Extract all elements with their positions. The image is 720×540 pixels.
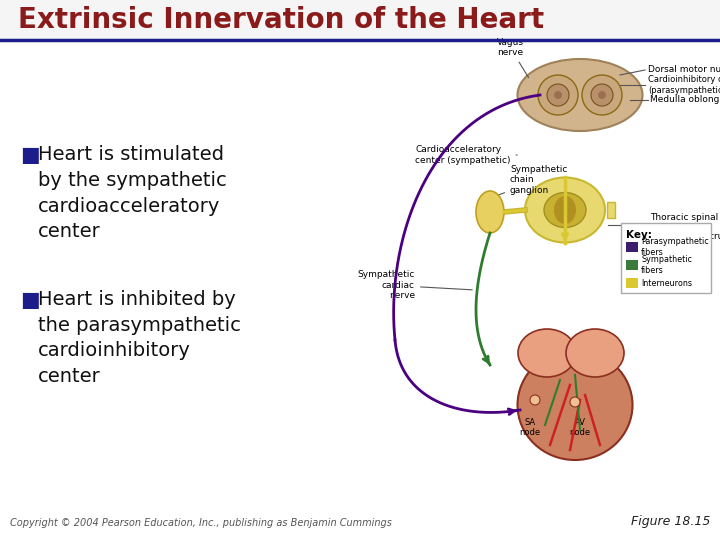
Circle shape bbox=[598, 91, 606, 99]
Bar bbox=[626, 242, 638, 252]
Text: Thoracic spinal cord: Thoracic spinal cord bbox=[650, 213, 720, 222]
Circle shape bbox=[547, 84, 569, 106]
Text: Key:: Key: bbox=[626, 230, 652, 240]
Circle shape bbox=[570, 397, 580, 407]
Text: SA
node: SA node bbox=[519, 418, 541, 437]
Text: Cardioinhibitory center
(parasympathetic): Cardioinhibitory center (parasympathetic… bbox=[648, 75, 720, 94]
Text: ■: ■ bbox=[20, 290, 40, 310]
Text: Parasympathetic
fibers: Parasympathetic fibers bbox=[641, 237, 708, 256]
Text: ■: ■ bbox=[20, 145, 40, 165]
Ellipse shape bbox=[554, 196, 576, 224]
Text: Copyright © 2004 Pearson Education, Inc., publishing as Benjamin Cummings: Copyright © 2004 Pearson Education, Inc.… bbox=[10, 518, 392, 528]
Text: Sympathetic trunk: Sympathetic trunk bbox=[650, 232, 720, 241]
Text: Heart is inhibited by
the parasympathetic
cardioinhibitory
center: Heart is inhibited by the parasympatheti… bbox=[38, 290, 241, 386]
Bar bbox=[0, 0, 720, 40]
Text: Cardioacceleratory
center (sympathetic): Cardioacceleratory center (sympathetic) bbox=[415, 145, 517, 165]
Ellipse shape bbox=[518, 59, 642, 131]
Ellipse shape bbox=[518, 350, 632, 460]
Text: Figure 18.15: Figure 18.15 bbox=[631, 515, 710, 528]
Circle shape bbox=[530, 395, 540, 405]
Bar bbox=[626, 260, 638, 270]
Circle shape bbox=[538, 75, 578, 115]
Bar bbox=[607, 202, 615, 218]
Ellipse shape bbox=[544, 192, 586, 227]
Circle shape bbox=[591, 84, 613, 106]
Text: Sympathetic
cardiac
nerve: Sympathetic cardiac nerve bbox=[358, 270, 472, 300]
Bar bbox=[626, 278, 638, 288]
Ellipse shape bbox=[525, 178, 605, 242]
Ellipse shape bbox=[518, 329, 576, 377]
Text: Dorsal motor nucleus of vagus: Dorsal motor nucleus of vagus bbox=[648, 65, 720, 75]
Text: Vagus
nerve: Vagus nerve bbox=[497, 38, 528, 78]
Ellipse shape bbox=[476, 191, 504, 233]
Text: Interneurons: Interneurons bbox=[641, 279, 692, 287]
Text: Medulla oblongata: Medulla oblongata bbox=[650, 96, 720, 105]
Text: Sympathetic
fibers: Sympathetic fibers bbox=[641, 255, 692, 275]
Circle shape bbox=[582, 75, 622, 115]
Text: Sympathetic
chain
ganglion: Sympathetic chain ganglion bbox=[487, 165, 567, 199]
Text: Extrinsic Innervation of the Heart: Extrinsic Innervation of the Heart bbox=[18, 6, 544, 34]
FancyBboxPatch shape bbox=[621, 223, 711, 293]
Text: Heart is stimulated
by the sympathetic
cardioacceleratory
center: Heart is stimulated by the sympathetic c… bbox=[38, 145, 227, 241]
Text: AV
node: AV node bbox=[570, 418, 590, 437]
Circle shape bbox=[554, 91, 562, 99]
Ellipse shape bbox=[566, 329, 624, 377]
